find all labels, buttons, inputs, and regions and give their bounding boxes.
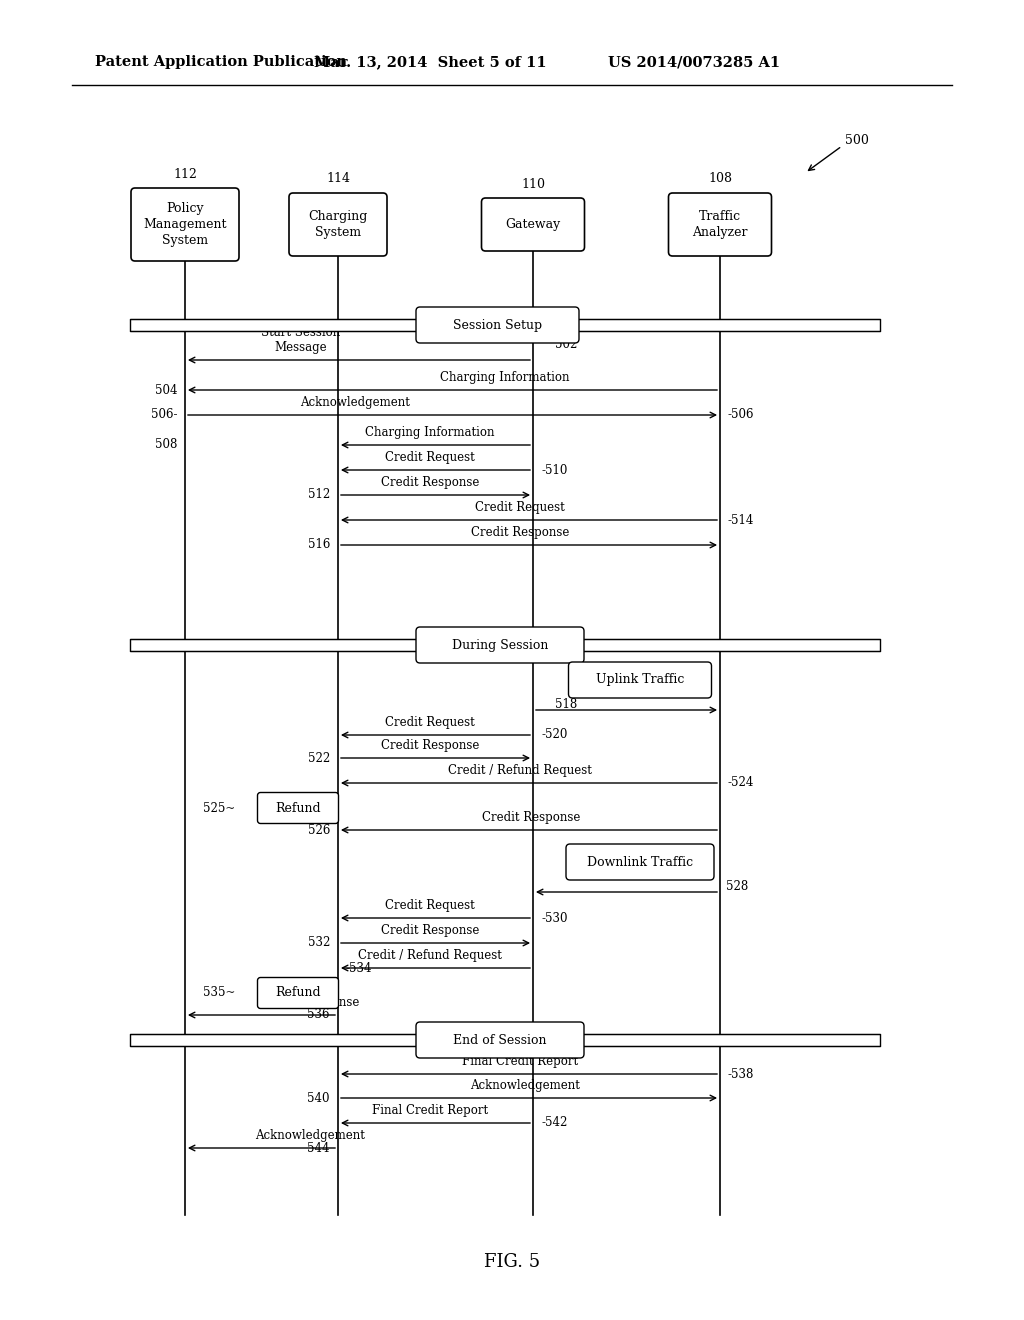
Text: 108: 108	[708, 173, 732, 186]
Text: Credit Request: Credit Request	[385, 899, 475, 912]
Text: Patent Application Publication: Patent Application Publication	[95, 55, 347, 69]
Text: 535~: 535~	[203, 986, 234, 999]
Text: Credit Request: Credit Request	[385, 715, 475, 729]
Text: Acknowledgement: Acknowledgement	[300, 396, 410, 409]
Text: Charging
System: Charging System	[308, 210, 368, 239]
FancyBboxPatch shape	[257, 792, 339, 824]
Text: During Session: During Session	[452, 639, 548, 652]
Text: 110: 110	[521, 177, 545, 190]
Text: 525~: 525~	[203, 801, 234, 814]
Text: Credit / Refund Request: Credit / Refund Request	[358, 949, 502, 962]
Text: 508: 508	[155, 438, 177, 451]
Text: Credit Response: Credit Response	[381, 924, 479, 937]
Text: Credit Response: Credit Response	[481, 810, 580, 824]
Text: Traffic
Analyzer: Traffic Analyzer	[692, 210, 748, 239]
Text: Charging Information: Charging Information	[440, 371, 570, 384]
Text: Credit Response: Credit Response	[471, 525, 569, 539]
FancyBboxPatch shape	[257, 978, 339, 1008]
Text: 544: 544	[307, 1142, 330, 1155]
Text: 512: 512	[308, 488, 330, 502]
Text: 532: 532	[307, 936, 330, 949]
Text: 504: 504	[155, 384, 177, 396]
Text: -506: -506	[728, 408, 755, 421]
Text: Credit Request: Credit Request	[385, 451, 475, 465]
Text: -524: -524	[728, 776, 755, 789]
Text: 536: 536	[307, 1008, 330, 1022]
Text: -534: -534	[346, 961, 373, 974]
FancyBboxPatch shape	[568, 663, 712, 698]
Text: 540: 540	[307, 1092, 330, 1105]
Text: Final Credit Report: Final Credit Report	[462, 1055, 579, 1068]
Text: -542: -542	[541, 1117, 567, 1130]
Text: Charging Information: Charging Information	[366, 426, 495, 440]
Text: Credit Response: Credit Response	[381, 477, 479, 488]
Text: 528: 528	[726, 880, 749, 894]
Text: 112: 112	[173, 168, 197, 181]
Text: Session Setup: Session Setup	[453, 318, 542, 331]
FancyBboxPatch shape	[131, 187, 239, 261]
Text: Credit / Refund Request: Credit / Refund Request	[449, 764, 592, 777]
FancyBboxPatch shape	[289, 193, 387, 256]
Text: Gateway: Gateway	[506, 218, 560, 231]
Text: -538: -538	[728, 1068, 755, 1081]
Text: Credit Request: Credit Request	[475, 502, 565, 513]
Text: Uplink Traffic: Uplink Traffic	[596, 673, 684, 686]
Text: Final Credit Report: Final Credit Report	[372, 1104, 488, 1117]
Text: Refund: Refund	[275, 986, 321, 999]
Text: End of Session: End of Session	[454, 1034, 547, 1047]
Text: 526: 526	[307, 824, 330, 837]
Text: Credit Response: Credit Response	[261, 997, 359, 1008]
FancyBboxPatch shape	[416, 1022, 584, 1059]
Text: 516: 516	[307, 539, 330, 552]
Text: Start Session
Message: Start Session Message	[261, 326, 340, 354]
FancyBboxPatch shape	[669, 193, 771, 256]
Text: 500: 500	[845, 133, 869, 147]
Bar	[130, 639, 880, 651]
Text: Policy
Management
System: Policy Management System	[143, 202, 226, 247]
FancyBboxPatch shape	[416, 627, 584, 663]
Text: -520: -520	[541, 729, 567, 742]
Bar	[130, 1034, 880, 1045]
Text: US 2014/0073285 A1: US 2014/0073285 A1	[608, 55, 780, 69]
Text: -530: -530	[541, 912, 567, 924]
FancyBboxPatch shape	[416, 308, 579, 343]
Text: -514: -514	[728, 513, 755, 527]
Text: Downlink Traffic: Downlink Traffic	[587, 855, 693, 869]
Text: Acknowledgement: Acknowledgement	[470, 1078, 580, 1092]
Bar	[130, 319, 880, 331]
FancyBboxPatch shape	[481, 198, 585, 251]
Text: FIG. 5: FIG. 5	[484, 1253, 540, 1271]
Text: -510: -510	[541, 463, 567, 477]
Text: 506-: 506-	[151, 408, 177, 421]
Text: 114: 114	[326, 173, 350, 186]
Text: Acknowledgement: Acknowledgement	[255, 1129, 365, 1142]
Text: 522: 522	[308, 751, 330, 764]
Text: Credit Response: Credit Response	[381, 739, 479, 752]
Text: 502: 502	[555, 338, 578, 351]
Text: 518: 518	[555, 698, 578, 711]
FancyBboxPatch shape	[566, 843, 714, 880]
Text: Mar. 13, 2014  Sheet 5 of 11: Mar. 13, 2014 Sheet 5 of 11	[313, 55, 547, 69]
Text: Refund: Refund	[275, 801, 321, 814]
